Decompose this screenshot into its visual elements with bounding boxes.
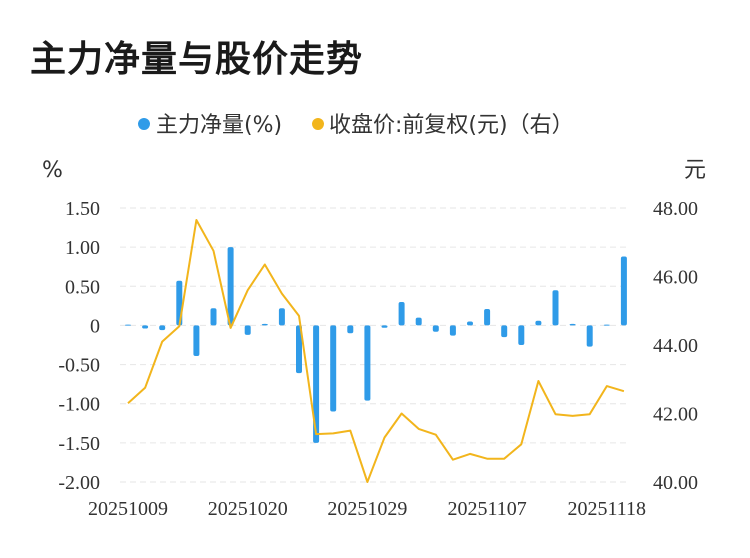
x-tick-label: 20251029 (327, 498, 407, 520)
bar (484, 308, 491, 326)
bar (142, 325, 149, 329)
bar (278, 308, 285, 326)
left-axis-unit: % (42, 158, 63, 183)
left-tick-label: -1.50 (58, 433, 100, 455)
bar (244, 325, 251, 335)
left-axis: 1.50 1.00 0.50 0 -0.50 -1.00 -1.50 -2.00 (58, 198, 100, 494)
right-tick-label: 46.00 (653, 267, 698, 289)
left-tick-label: 0.50 (65, 276, 100, 298)
bar (193, 325, 200, 356)
left-tick-label: -2.00 (58, 472, 100, 494)
left-tick-label: -0.50 (58, 355, 100, 377)
bar (330, 325, 337, 412)
bar (501, 325, 508, 338)
bar (449, 325, 456, 336)
left-tick-label: 0 (90, 315, 100, 337)
right-tick-label: 40.00 (653, 472, 698, 494)
x-axis: 20251009 20251020 20251029 20251107 20251118 (88, 498, 646, 520)
bar (381, 325, 388, 328)
bar (432, 325, 439, 332)
x-tick-label: 20251020 (208, 498, 288, 520)
grid (120, 207, 630, 483)
x-tick-label: 20251107 (447, 498, 526, 520)
right-tick-label: 42.00 (653, 404, 698, 426)
bar (227, 247, 234, 326)
bar (159, 325, 166, 331)
legend-line-marker (312, 118, 324, 130)
right-axis: 48.00 46.00 44.00 42.00 40.00 (653, 198, 698, 494)
bar (620, 256, 627, 326)
right-axis-unit: 元 (684, 158, 706, 183)
bar (398, 301, 405, 326)
bar (313, 325, 320, 443)
bar (210, 308, 217, 326)
bar (586, 325, 593, 347)
bar (296, 325, 302, 374)
bar (125, 324, 131, 326)
chart-title: 主力净量与股价走势 (30, 39, 364, 80)
bar (347, 325, 354, 334)
bar (603, 324, 610, 326)
legend-bar-label: 主力净量(%) (156, 113, 282, 138)
right-tick-label: 44.00 (653, 335, 698, 357)
x-tick-label: 20251118 (568, 498, 647, 520)
bar (364, 325, 371, 401)
left-tick-label: 1.50 (65, 198, 100, 220)
bar (467, 321, 473, 326)
left-tick-label: 1.00 (65, 237, 100, 259)
price-line (127, 219, 625, 483)
bar (261, 323, 268, 326)
left-tick-label: -1.00 (58, 394, 100, 416)
legend: 主力净量(%) 收盘价:前复权(元)（右） (138, 113, 574, 138)
bar (569, 323, 576, 326)
bar-series (125, 247, 627, 443)
bar (535, 320, 542, 326)
legend-line-label: 收盘价:前复权(元)（右） (329, 113, 574, 138)
x-tick-label: 20251009 (88, 498, 168, 520)
right-tick-label: 48.00 (653, 198, 698, 220)
line-series (127, 219, 625, 483)
bar (552, 290, 559, 326)
bar (415, 317, 422, 326)
bar (518, 325, 525, 345)
legend-bar-marker (138, 118, 150, 130)
